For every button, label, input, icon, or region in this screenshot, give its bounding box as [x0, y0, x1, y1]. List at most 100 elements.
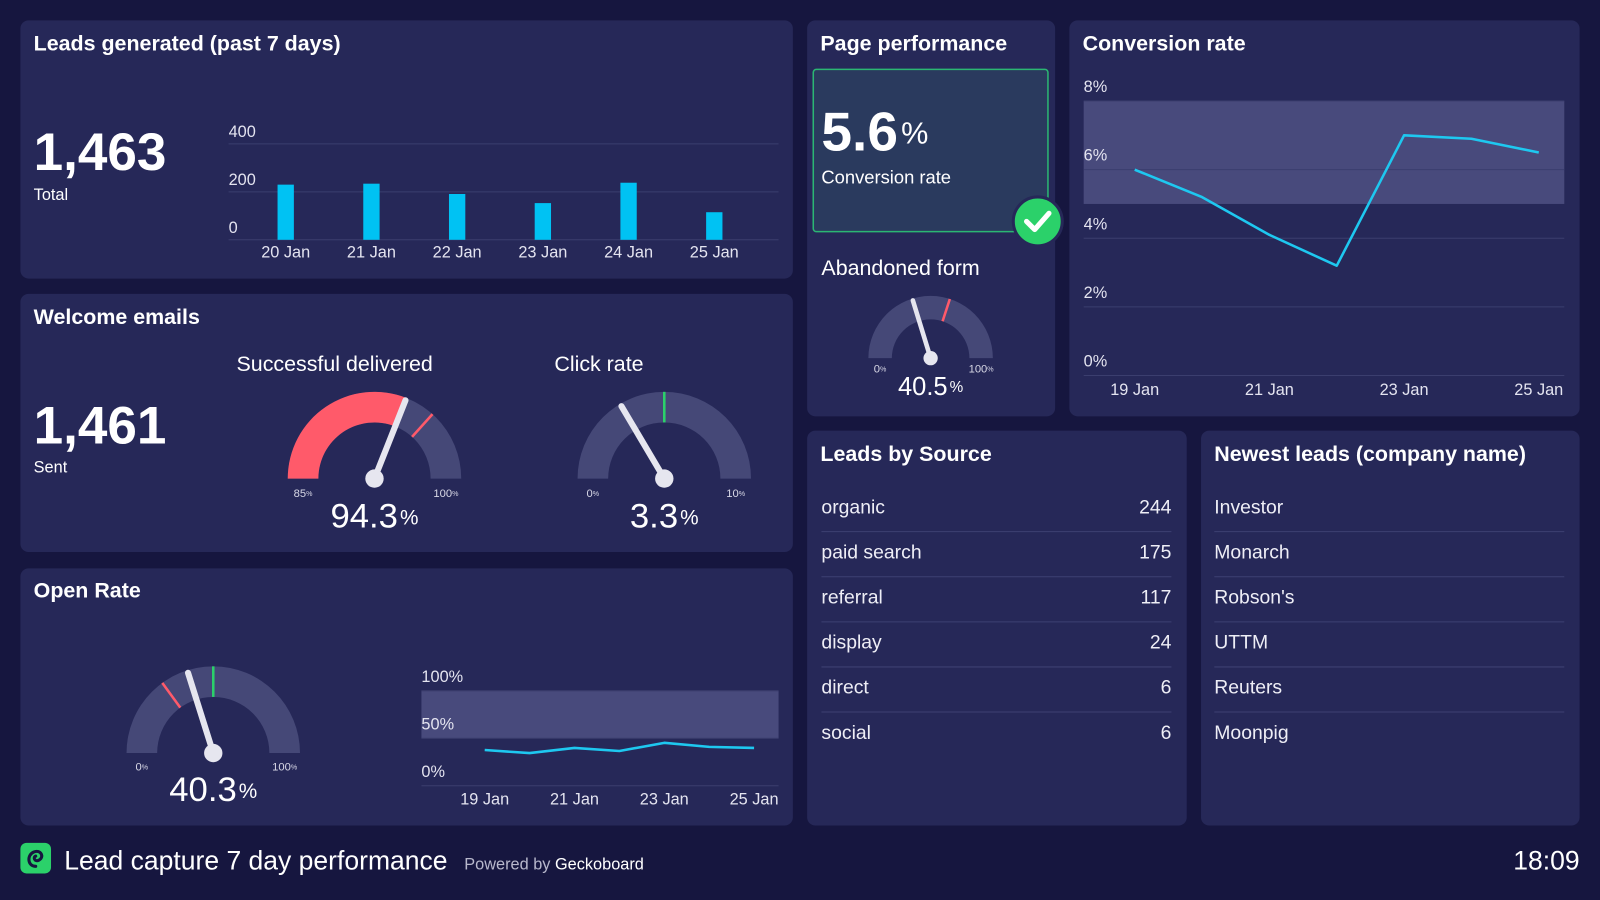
gauge-max: 100 — [969, 363, 988, 375]
panel — [1201, 430, 1580, 826]
row-name: Moonpig — [1214, 722, 1288, 744]
row-value: 117 — [1141, 586, 1172, 608]
row-name: social — [821, 722, 871, 744]
big-number-label: Total — [34, 186, 68, 204]
row-name: organic — [821, 496, 885, 518]
kpi-unit: % — [901, 117, 928, 151]
gauge-title: Successful delivered — [237, 352, 433, 376]
gauge-max: 100 — [433, 488, 452, 500]
big-number-label: Sent — [34, 459, 68, 477]
kpi-label: Conversion rate — [821, 166, 951, 187]
x-tick-label: 22 Jan — [433, 243, 482, 261]
y-tick-label: 6% — [1084, 147, 1108, 165]
x-tick-label: 21 Jan — [347, 243, 396, 261]
y-tick-label: 400 — [229, 123, 256, 141]
widget-title: Welcome emails — [34, 305, 200, 329]
gauge-title: Click rate — [554, 352, 643, 376]
gauge-unit: % — [987, 365, 994, 373]
gauge-unit: % — [400, 506, 419, 529]
data-line — [1134, 134, 1540, 267]
gauge-value: 3.3 — [630, 498, 678, 536]
gauge-unit: % — [291, 763, 298, 771]
gauge-min: 0 — [587, 488, 593, 500]
highlight-box — [812, 68, 1049, 233]
gauge-max: 10 — [726, 488, 738, 500]
gauge-needle — [371, 397, 409, 482]
widget-title: Leads generated (past 7 days) — [34, 32, 341, 56]
gauge-min: 0 — [874, 363, 880, 375]
x-tick-label: 23 Jan — [640, 790, 689, 808]
row-name: Investor — [1214, 496, 1283, 518]
y-tick-label: 4% — [1084, 215, 1108, 233]
y-tick-label: 2% — [1084, 284, 1108, 302]
widget-title: Newest leads (company name) — [1214, 442, 1526, 466]
y-tick-label: 100% — [421, 668, 463, 686]
x-tick-label: 23 Jan — [1380, 381, 1429, 399]
gauge-max-label: 100% — [272, 761, 298, 773]
panel — [807, 430, 1187, 826]
y-tick-label: 0 — [229, 219, 238, 237]
bar — [277, 184, 294, 240]
gauge-unit: % — [880, 365, 887, 373]
gauge-min-label: 0% — [136, 761, 149, 773]
x-tick-label: 25 Jan — [730, 790, 779, 808]
gauge-fill — [287, 391, 407, 479]
gauge-unit: % — [239, 779, 257, 802]
row-name: UTTM — [1214, 632, 1268, 654]
gauge-unit: % — [142, 763, 149, 771]
gauge-hub — [204, 743, 223, 763]
brand: Geckoboard — [555, 856, 644, 874]
gauge-max-label: 10% — [726, 488, 745, 500]
bar — [363, 183, 380, 240]
gauge-needle — [618, 403, 668, 482]
x-tick-label: 25 Jan — [1514, 381, 1563, 399]
gauge-value-label: 40.3% — [169, 771, 257, 809]
big-number: 1,463 — [34, 123, 167, 182]
clock: 18:09 — [1513, 845, 1579, 875]
kpi: 5.6% — [821, 100, 928, 162]
y-tick-label: 8% — [1084, 78, 1108, 96]
gauge-unit: % — [306, 490, 313, 498]
x-tick-label: 19 Jan — [460, 790, 509, 808]
gauge-value-label: 94.3% — [330, 498, 418, 536]
gauge-min-label: 0% — [587, 488, 600, 500]
y-tick-label: 0% — [1084, 353, 1108, 371]
widget-title: Leads by Source — [820, 442, 991, 466]
gauge-value: 40.5 — [898, 372, 948, 400]
y-tick-label: 0% — [421, 763, 445, 781]
y-tick-label: 50% — [421, 715, 454, 733]
gauge-value-label: 3.3% — [630, 498, 699, 536]
logo-swirl — [27, 849, 44, 868]
gauge-hub — [365, 469, 384, 488]
row-value: 24 — [1150, 632, 1172, 654]
target-band — [1083, 101, 1565, 204]
bar — [448, 193, 466, 240]
gauge-hub — [655, 469, 674, 488]
widget-title: Conversion rate — [1083, 32, 1246, 56]
x-tick-label: 25 Jan — [690, 243, 739, 261]
x-tick-label: 20 Jan — [261, 243, 310, 261]
row-name: Monarch — [1214, 541, 1289, 563]
gauge-needle — [910, 298, 933, 361]
panel — [1069, 20, 1580, 417]
gauge-unit: % — [950, 379, 964, 396]
gauge-title: Abandoned form — [821, 256, 979, 280]
row-value: 244 — [1139, 496, 1172, 518]
row-name: display — [821, 632, 882, 654]
y-tick-label: 200 — [229, 171, 256, 189]
gauge-max: 100 — [272, 761, 291, 773]
row-value: 175 — [1139, 541, 1171, 563]
gauge-marker — [411, 413, 434, 438]
gauge-min-label: 85% — [294, 488, 313, 500]
gauge-value: 94.3 — [330, 498, 398, 536]
x-tick-label: 23 Jan — [518, 243, 567, 261]
row-name: Robson's — [1214, 586, 1294, 608]
widget-title: Page performance — [820, 32, 1007, 56]
x-tick-label: 21 Jan — [550, 790, 599, 808]
big-number: 1,461 — [34, 397, 167, 456]
check-icon — [1011, 195, 1064, 248]
row-name: paid search — [821, 541, 921, 563]
target-band — [421, 690, 779, 739]
